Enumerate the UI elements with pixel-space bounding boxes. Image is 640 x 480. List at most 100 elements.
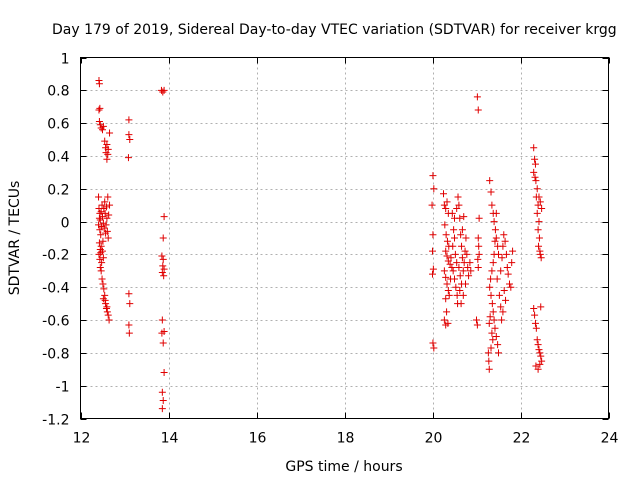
data-point [535, 193, 543, 201]
data-point [103, 303, 111, 311]
data-point [475, 214, 483, 222]
data-point [451, 214, 458, 222]
data-point [440, 267, 448, 275]
data-point [531, 160, 539, 168]
data-point [465, 272, 473, 280]
data-point [463, 250, 471, 258]
data-point [450, 226, 458, 234]
data-point [95, 214, 103, 222]
data-point [486, 313, 494, 321]
data-point [474, 255, 482, 263]
data-point [492, 234, 500, 242]
data-point [474, 264, 482, 272]
data-point [497, 267, 505, 275]
data-point [443, 198, 451, 206]
x-tick-label: 22 [513, 431, 531, 447]
data-point [99, 126, 106, 134]
data-point [502, 250, 510, 258]
data-point [453, 204, 461, 212]
data-point [447, 275, 455, 283]
data-point [457, 231, 465, 239]
data-point [503, 264, 511, 272]
data-point [485, 365, 493, 373]
data-point [504, 270, 512, 278]
data-point [490, 316, 498, 324]
data-point [430, 344, 438, 352]
data-point [95, 117, 103, 125]
data-point [451, 234, 458, 242]
data-point [99, 280, 107, 288]
data-point [501, 237, 509, 245]
data-point [159, 234, 167, 242]
data-point [498, 316, 506, 324]
data-point [487, 344, 495, 352]
data-point [443, 252, 451, 260]
data-point [532, 324, 540, 332]
data-point [535, 234, 543, 242]
x-tick-label: 16 [249, 431, 267, 447]
data-point [492, 209, 500, 217]
data-point [475, 250, 483, 258]
data-point [99, 295, 107, 303]
data-point [449, 242, 457, 250]
data-point [99, 122, 107, 130]
y-tick-label: 0.2 [47, 183, 69, 199]
data-point [486, 283, 494, 291]
data-point [500, 231, 508, 239]
y-tick-label: 0.4 [47, 150, 69, 166]
data-point [464, 264, 472, 272]
data-point [474, 106, 482, 114]
data-point [98, 259, 106, 267]
grid-lines [80, 57, 609, 419]
data-point [499, 242, 507, 250]
data-point [104, 234, 112, 242]
data-point [125, 116, 133, 124]
data-point [489, 336, 497, 344]
data-point [98, 275, 106, 283]
data-point [126, 300, 134, 308]
data-point [502, 296, 510, 304]
data-point [456, 272, 464, 280]
data-point [506, 280, 513, 288]
chart-title: Day 179 of 2019, Sidereal Day-to-day VTE… [52, 22, 617, 38]
data-point [533, 209, 541, 217]
x-tick-label: 20 [425, 431, 443, 447]
data-point [158, 405, 166, 413]
data-point [533, 336, 541, 344]
data-point [534, 365, 542, 373]
x-axis-label: GPS time / hours [285, 459, 402, 475]
data-point [429, 270, 436, 278]
data-point [443, 280, 451, 288]
data-point [458, 242, 466, 250]
data-point [507, 283, 515, 291]
data-point [429, 172, 437, 180]
data-point [536, 349, 544, 357]
data-point [100, 285, 108, 293]
data-point [490, 250, 498, 258]
y-tick-label: 0.6 [47, 117, 69, 133]
data-point [104, 311, 112, 319]
plot-frame [80, 57, 609, 419]
data-point [103, 155, 111, 163]
data-point [102, 221, 110, 229]
data-point [538, 204, 546, 212]
data-point [95, 221, 103, 229]
y-tick-label: -0.2 [42, 248, 69, 264]
data-point [159, 255, 167, 263]
y-tick-label: -1 [56, 380, 70, 396]
data-point [444, 287, 452, 295]
data-point [97, 249, 105, 257]
data-point [495, 349, 502, 357]
data-point [537, 303, 545, 311]
data-point [95, 106, 103, 114]
data-point [536, 250, 544, 258]
data-point [452, 283, 460, 291]
data-point [442, 247, 450, 255]
data-point [428, 201, 436, 209]
data-point [105, 211, 113, 219]
y-tick-label: -0.4 [42, 281, 69, 297]
data-point [160, 213, 168, 221]
data-point [125, 321, 133, 329]
data-point [429, 247, 436, 255]
data-point [100, 224, 108, 232]
